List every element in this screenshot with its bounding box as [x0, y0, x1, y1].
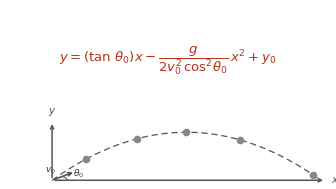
Text: $\theta_0$: $\theta_0$: [73, 167, 84, 180]
Text: $x$: $x$: [331, 175, 336, 185]
Text: $v_0$: $v_0$: [45, 165, 56, 176]
Text: $y$: $y$: [48, 106, 56, 119]
Text: $y = (\tan\,\theta_0)x - \dfrac{g}{2v_0^2\,\cos^2\!\theta_0}\,x^2 + y_0$: $y = (\tan\,\theta_0)x - \dfrac{g}{2v_0^…: [59, 45, 277, 77]
